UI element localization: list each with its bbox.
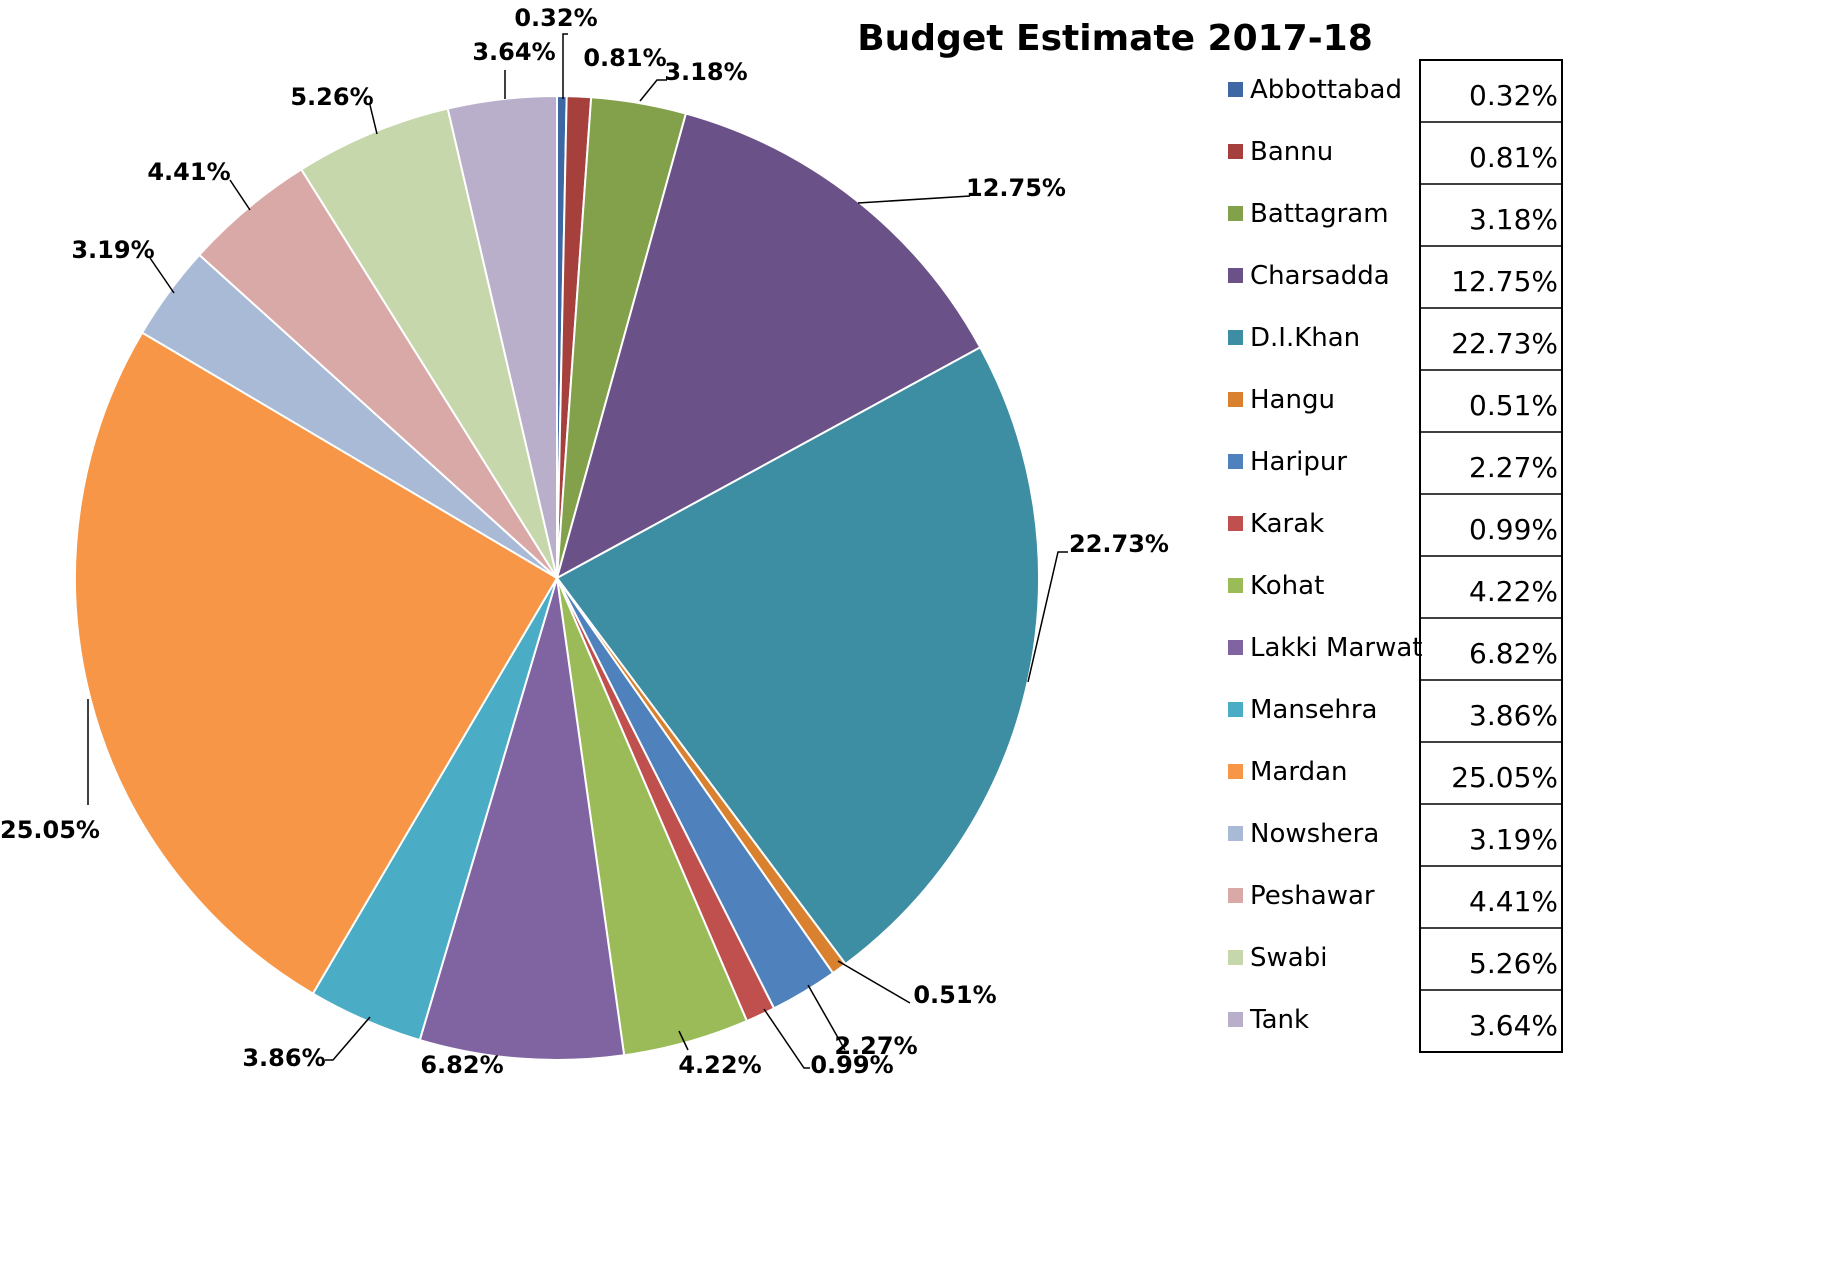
legend-label-lakki-marwat: Lakki Marwat	[1250, 633, 1422, 663]
leader-line-battagram	[639, 79, 667, 102]
leader-line-nowshera	[149, 257, 175, 294]
data-label-lakki-marwat: 6.82%	[420, 1051, 503, 1079]
slice-tank	[446, 94, 558, 579]
data-label-abbottabad: 0.32%	[514, 4, 597, 32]
leader-line-d-i-khan	[1027, 551, 1068, 683]
table-value-battagram: 3.18%	[1469, 203, 1558, 236]
legend-label-nowshera: Nowshera	[1250, 819, 1379, 849]
table-value-kohat: 4.22%	[1469, 575, 1558, 608]
slice-lakki-marwat	[418, 577, 626, 1061]
leader-line-abbottabad	[562, 33, 568, 99]
leader-line-mansehra	[325, 1016, 371, 1061]
legend-swatch-karak	[1228, 516, 1243, 531]
legend-swatch-kohat	[1228, 578, 1243, 593]
data-label-tank: 3.64%	[472, 38, 555, 66]
slice-charsadda	[555, 112, 982, 581]
legend-swatch-swabi	[1228, 950, 1243, 965]
table-value-swabi: 5.26%	[1469, 947, 1558, 980]
legend-label-abbottabad: Abbottabad	[1250, 75, 1402, 105]
table-value-charsadda: 12.75%	[1451, 265, 1558, 298]
legend-label-tank: Tank	[1249, 1005, 1309, 1035]
table-value-hangu: 0.51%	[1469, 389, 1558, 422]
legend-label-d-i-khan: D.I.Khan	[1250, 323, 1360, 353]
data-labels: 0.32% 0.81%3.18% 12.75% 22.73% 0.51% 2.27%0.9…	[0, 4, 1169, 1079]
legend-label-hangu: Hangu	[1250, 385, 1335, 415]
slice-swabi	[299, 107, 558, 579]
legend-swatch-bannu	[1228, 144, 1243, 159]
chart-title: Budget Estimate 2017-18	[857, 18, 1373, 59]
data-label-swabi: 5.26%	[290, 83, 373, 111]
leader-line-karak	[763, 1008, 810, 1069]
table-value-peshawar: 4.41%	[1469, 885, 1558, 918]
table-value-karak: 0.99%	[1469, 513, 1558, 546]
legend-label-haripur: Haripur	[1250, 447, 1347, 477]
legend-swatch-lakki-marwat	[1228, 640, 1243, 655]
legend-swatch-abbottabad	[1228, 82, 1243, 97]
legend-swatch-nowshera	[1228, 826, 1243, 841]
legend-swatch-hangu	[1228, 392, 1243, 407]
table-value-mardan: 25.05%	[1451, 761, 1558, 794]
data-label-hangu: 0.51%	[913, 981, 996, 1009]
legend-label-bannu: Bannu	[1250, 137, 1333, 167]
legend-label-karak: Karak	[1250, 509, 1324, 539]
leader-lines	[87, 33, 1068, 1069]
leader-line-charsadda	[857, 195, 971, 204]
legend-swatch-haripur	[1228, 454, 1243, 469]
slice-mardan	[74, 331, 559, 995]
legend-swatch-tank	[1228, 1012, 1243, 1027]
table-value-nowshera: 3.19%	[1469, 823, 1558, 856]
table-value-haripur: 2.27%	[1469, 451, 1558, 484]
table-value-abbottabad: 0.32%	[1469, 79, 1558, 112]
leader-line-hangu	[837, 960, 911, 1004]
table-value-lakki-marwat: 6.82%	[1469, 637, 1558, 670]
data-label-haripur: 2.27%	[834, 1032, 917, 1060]
legend-swatch-peshawar	[1228, 888, 1243, 903]
data-label-karak: 0.99%	[810, 1051, 893, 1079]
pie-slices	[74, 94, 1040, 1061]
legend-label-kohat: Kohat	[1250, 571, 1324, 601]
legend-swatch-mansehra	[1228, 702, 1243, 717]
legend-swatch-mardan	[1228, 764, 1243, 779]
data-label-bannu: 0.81%	[583, 44, 666, 72]
data-label-nowshera: 3.19%	[71, 236, 154, 264]
table-value-mansehra: 3.86%	[1469, 699, 1558, 732]
data-label-charsadda: 12.75%	[966, 174, 1066, 202]
legend-label-swabi: Swabi	[1250, 943, 1327, 973]
leader-line-haripur	[807, 984, 846, 1051]
legend: Abbottabad Bannu Battagram Charsadda D.I.Kha…	[1228, 75, 1422, 1035]
data-label-d-i-khan: 22.73%	[1069, 530, 1169, 558]
legend-swatch-d-i-khan	[1228, 330, 1243, 345]
data-label-peshawar: 4.41%	[147, 158, 230, 186]
legend-label-battagram: Battagram	[1250, 199, 1389, 229]
data-label-kohat: 4.22%	[678, 1051, 761, 1079]
legend-label-mardan: Mardan	[1250, 757, 1348, 787]
legend-label-charsadda: Charsadda	[1250, 261, 1390, 291]
legend-label-mansehra: Mansehra	[1250, 695, 1378, 725]
leader-line-swabi	[369, 104, 378, 135]
legend-swatch-charsadda	[1228, 268, 1243, 283]
legend-swatch-battagram	[1228, 206, 1243, 221]
data-label-mardan: 25.05%	[0, 816, 100, 844]
leader-line-peshawar	[229, 179, 251, 211]
value-table: 0.32% 0.81% 3.18% 12.75% 22.73% 0.51% 2.27% 0.9…	[1419, 59, 1563, 1053]
data-label-mansehra: 3.86%	[242, 1044, 325, 1072]
table-value-tank: 3.64%	[1469, 1009, 1558, 1042]
table-value-d-i-khan: 22.73%	[1451, 327, 1558, 360]
data-label-battagram: 3.18%	[664, 58, 747, 86]
table-value-bannu: 0.81%	[1469, 141, 1558, 174]
legend-label-peshawar: Peshawar	[1250, 881, 1375, 911]
leader-line-kohat	[678, 1030, 689, 1051]
